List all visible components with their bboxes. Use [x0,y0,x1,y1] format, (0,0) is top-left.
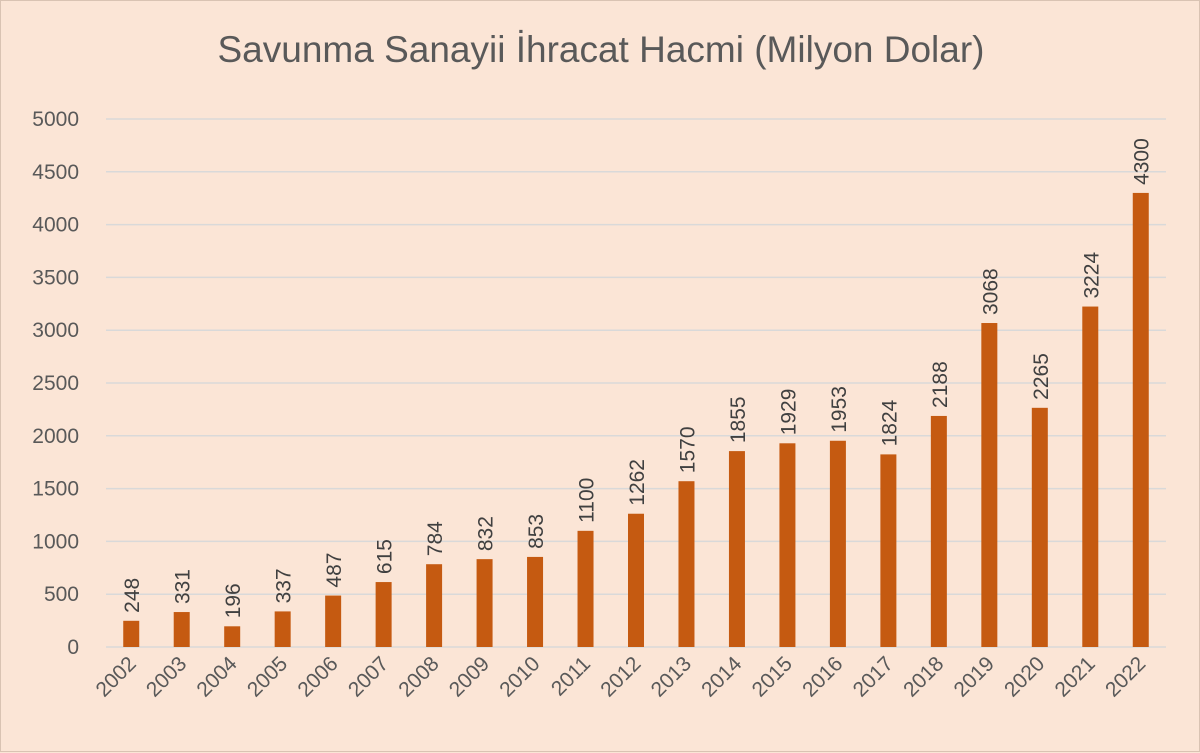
y-tick-label: 500 [44,583,79,606]
x-tick-label: 2006 [293,652,342,701]
x-tick-label: 2010 [495,652,544,701]
bar-2006 [325,595,342,647]
data-label: 1929 [777,389,800,436]
x-tick-label: 2017 [849,652,898,701]
bar-2022 [1132,192,1149,648]
x-tick-label: 2011 [547,652,595,700]
bar-2019 [981,323,998,647]
data-label: 196 [222,583,245,618]
data-label: 248 [121,578,144,613]
bar-2002 [123,620,140,647]
bar-2007 [375,582,392,647]
data-label: 1100 [576,478,599,523]
bar-2020 [1031,407,1048,647]
bar-2013 [678,481,695,647]
chart-title: Savunma Sanayii İhracat Hacmi (Milyon Do… [217,29,985,70]
y-tick-label: 3000 [32,319,79,342]
data-label: 832 [475,516,498,551]
x-tick-label: 2009 [445,652,494,701]
x-tick-label: 2005 [243,652,292,701]
data-label: 1262 [626,459,649,506]
bar-2021 [1082,306,1099,647]
data-label: 1953 [828,386,851,433]
data-label: 4300 [1131,138,1154,185]
x-tick-label: 2003 [142,652,191,701]
data-label: 615 [374,539,397,574]
data-label: 2188 [929,361,952,408]
x-tick-label: 2020 [1000,652,1049,701]
bar-2017 [880,454,897,647]
x-tick-label: 2021 [1051,652,1100,701]
bar-2018 [930,415,947,647]
bar-2010 [527,556,544,647]
x-tick-label: 2004 [192,652,242,702]
bar-2003 [173,612,190,647]
y-tick-label: 3500 [32,266,79,289]
y-tick-label: 1500 [32,478,79,501]
y-tick-label: 1000 [32,530,79,553]
x-tick-label: 2007 [344,652,393,701]
x-tick-label: 2002 [91,652,140,701]
bar-2009 [476,559,493,647]
data-label: 2265 [1030,353,1053,400]
x-tick-label: 2019 [950,652,999,701]
x-tick-label: 2013 [647,652,696,701]
bar-2015 [779,443,796,647]
x-tick-label: 2016 [798,652,847,701]
bar-2014 [728,451,745,647]
x-tick-label: 2014 [697,652,747,702]
x-tick-label: 2015 [748,652,797,701]
bar-2005 [274,611,291,647]
data-label: 487 [323,553,346,588]
y-tick-label: 4500 [32,161,79,184]
bar-2016 [829,440,846,647]
data-label: 3224 [1080,252,1103,299]
y-tick-label: 5000 [32,108,79,131]
data-label: 1855 [727,396,750,443]
data-label: 853 [525,514,548,549]
bar-2011 [577,530,594,647]
x-tick-label: 2012 [596,652,645,701]
data-label: 1824 [878,399,901,446]
bar-2008 [426,564,443,647]
x-tick-label: 2008 [394,652,443,701]
x-tick-label: 2018 [899,652,948,701]
x-tick-label: 2022 [1101,652,1150,701]
bar-2004 [224,626,241,647]
bar-2012 [628,513,644,647]
data-label: 3068 [979,268,1002,315]
y-tick-label: 4000 [32,214,79,237]
data-label: 784 [424,521,447,556]
y-tick-label: 2000 [32,425,79,448]
y-tick-label: 0 [67,636,79,659]
data-label: 337 [273,568,296,603]
data-label: 1570 [676,426,699,473]
data-label: 331 [172,569,195,604]
y-tick-label: 2500 [32,372,79,395]
